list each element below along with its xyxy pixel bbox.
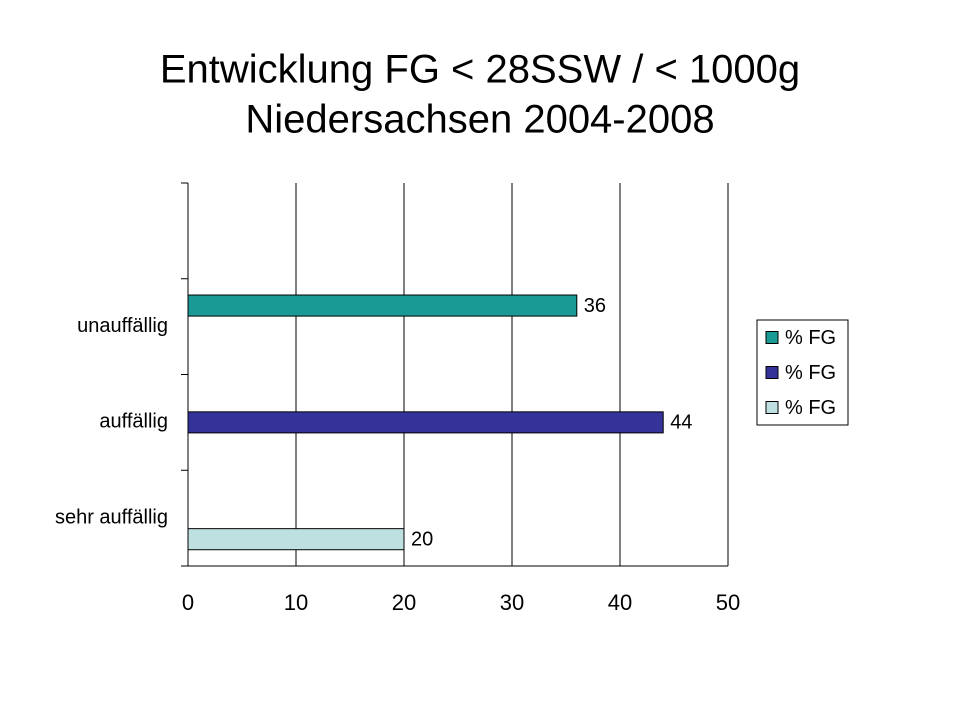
chart-title: Entwicklung FG < 28SSW / < 1000g <box>160 48 800 92</box>
y-tick-label: sehr auffällig <box>55 506 168 528</box>
x-tick-label: 0 <box>182 590 194 615</box>
legend-swatch <box>765 331 779 344</box>
x-tick-label: 50 <box>716 590 740 615</box>
legend-label: % FG <box>785 327 836 349</box>
legend-swatch <box>765 366 779 379</box>
x-tick-label: 40 <box>608 590 632 615</box>
x-tick-label: 10 <box>284 590 308 615</box>
x-tick-label: 20 <box>392 590 416 615</box>
x-tick-label: 30 <box>500 590 524 615</box>
data-label: 44 <box>670 412 692 434</box>
bar <box>187 411 664 434</box>
bar <box>187 294 578 317</box>
bar <box>187 528 405 551</box>
y-tick-label: unauffällig <box>77 315 168 337</box>
chart-subtitle: Niedersachsen 2004-2008 <box>245 98 714 142</box>
legend-label: % FG <box>785 362 836 384</box>
legend-label: % FG <box>785 397 836 419</box>
data-label: 36 <box>584 295 606 317</box>
y-tick-label: auffällig <box>99 411 168 433</box>
legend-swatch <box>765 401 779 414</box>
data-label: 20 <box>411 528 433 550</box>
